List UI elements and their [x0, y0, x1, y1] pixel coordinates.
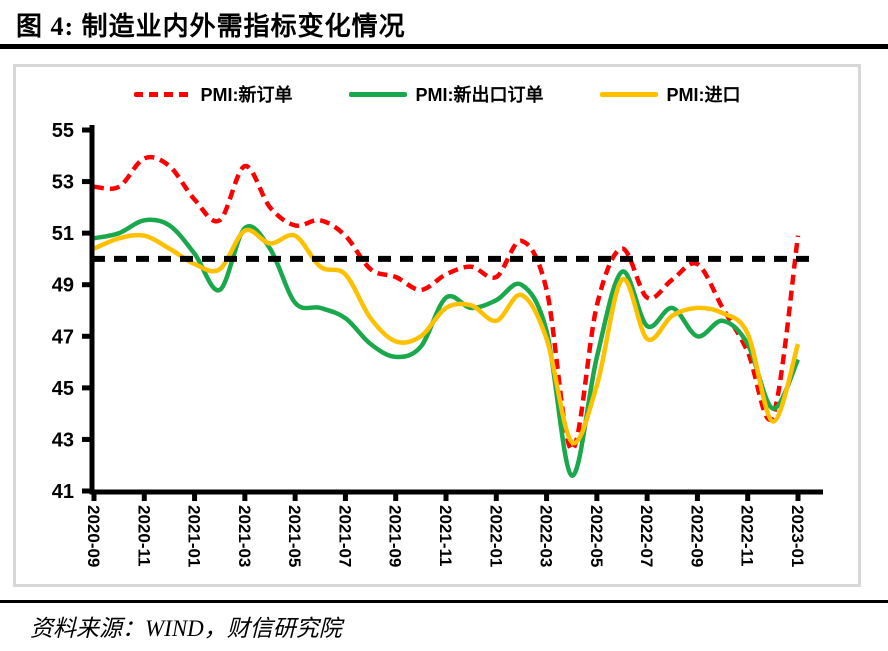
figure-title: 图 4: 制造业内外需指标变化情况	[16, 12, 406, 41]
legend-line-solid-green-icon	[348, 91, 407, 97]
series-path-2	[93, 227, 801, 446]
x-tick-label: 2022-05	[587, 505, 606, 567]
title-divider	[0, 44, 888, 49]
x-tick-label: 2022-11	[738, 505, 757, 566]
legend-line-solid-yellow-icon	[599, 91, 658, 97]
plot-svg: 55 53 51 49 47 45 43 41 2020-09 2020-11 2021-01 202…	[52, 120, 823, 567]
legend-item-new-export-orders: PMI:新出口订单	[348, 81, 544, 107]
legend-line-dashed-red-icon	[133, 91, 192, 97]
x-tick-label: 2021-05	[285, 505, 304, 567]
legend-item-imports: PMI:进口	[599, 81, 741, 107]
y-tick-label: 45	[52, 378, 74, 400]
x-tick-label: 2022-09	[687, 505, 706, 567]
chart-legend: PMI:新订单 PMI:新出口订单 PMI:进口	[16, 81, 858, 107]
x-tick-label: 2020-09	[84, 505, 103, 567]
x-tick-label: 2021-01	[185, 505, 204, 567]
x-tick-label: 2022-07	[637, 505, 656, 567]
source-note: 资料来源：WIND，财信研究院	[30, 616, 342, 641]
y-tick-label: 41	[52, 481, 74, 503]
y-tick-label: 47	[52, 326, 74, 348]
y-tick-label: 55	[52, 120, 74, 142]
x-tick-label: 2021-09	[386, 505, 405, 567]
y-tick-label: 53	[52, 172, 74, 194]
series-path-0	[93, 154, 801, 452]
footer-divider	[0, 600, 888, 603]
x-tick-label: 2022-01	[486, 505, 505, 567]
legend-item-new-orders: PMI:新订单	[133, 81, 293, 107]
x-tick-label: 2023-01	[788, 505, 807, 567]
y-tick-label: 43	[52, 429, 74, 451]
legend-label: PMI:新出口订单	[415, 85, 544, 105]
x-tick-label: 2020-11	[134, 505, 153, 566]
y-tick-label: 51	[52, 223, 74, 245]
x-tick-label: 2021-03	[235, 505, 254, 567]
x-tick-label: 2021-11	[436, 505, 455, 566]
legend-label: PMI:进口	[666, 85, 741, 105]
legend-label: PMI:新订单	[200, 85, 293, 105]
y-tick-label: 49	[52, 275, 74, 297]
chart-container: PMI:新订单 PMI:新出口订单 PMI:进口 55 53 51 49 47 45 43 4…	[13, 64, 861, 587]
x-tick-label: 2021-07	[335, 505, 354, 567]
x-tick-label: 2022-03	[537, 505, 556, 567]
